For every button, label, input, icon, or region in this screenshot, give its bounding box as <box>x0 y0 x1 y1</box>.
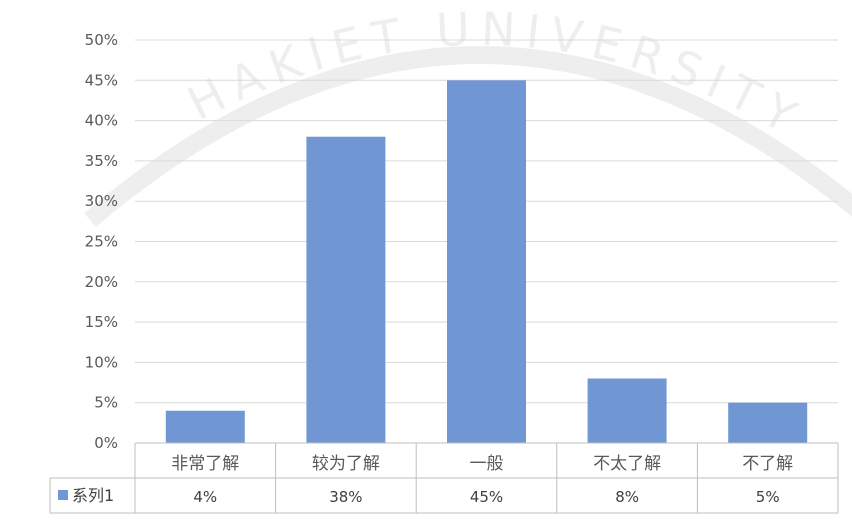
value-label: 45% <box>470 488 503 506</box>
category-label: 一般 <box>470 454 504 474</box>
y-axis: 0% 5% 10% 15% 20% 25% 30% 35% 40% 45% 50% <box>85 31 118 452</box>
y-tick-label: 5% <box>94 394 118 412</box>
y-tick-label: 30% <box>85 192 118 210</box>
legend-swatch <box>58 490 68 500</box>
value-label: 5% <box>756 488 780 506</box>
data-table: 非常了解 较为了解 一般 不太了解 不了解 4% 38% 45% 8% 5% 系列1 <box>49 442 839 514</box>
category-label: 非常了解 <box>171 454 239 474</box>
value-label: 4% <box>193 488 217 506</box>
bar <box>728 402 808 443</box>
category-label: 不太了解 <box>593 454 661 474</box>
bars <box>165 80 808 444</box>
y-tick-label: 35% <box>85 152 118 170</box>
y-tick-label: 10% <box>85 353 118 371</box>
bar <box>306 136 386 443</box>
category-label: 不了解 <box>742 454 793 474</box>
y-tick-label: 20% <box>85 273 118 291</box>
bar <box>165 410 245 443</box>
y-tick-label: 25% <box>85 233 118 251</box>
legend-series-name: 系列1 <box>72 486 114 505</box>
y-tick-label: 0% <box>94 434 118 452</box>
y-tick-label: 15% <box>85 313 118 331</box>
value-label: 38% <box>329 488 362 506</box>
category-label: 较为了解 <box>312 454 380 474</box>
bar <box>447 80 526 444</box>
y-tick-label: 45% <box>85 71 118 89</box>
value-label: 8% <box>615 488 639 506</box>
bar <box>587 378 667 443</box>
y-tick-label: 50% <box>85 31 118 49</box>
y-tick-label: 40% <box>85 112 118 130</box>
